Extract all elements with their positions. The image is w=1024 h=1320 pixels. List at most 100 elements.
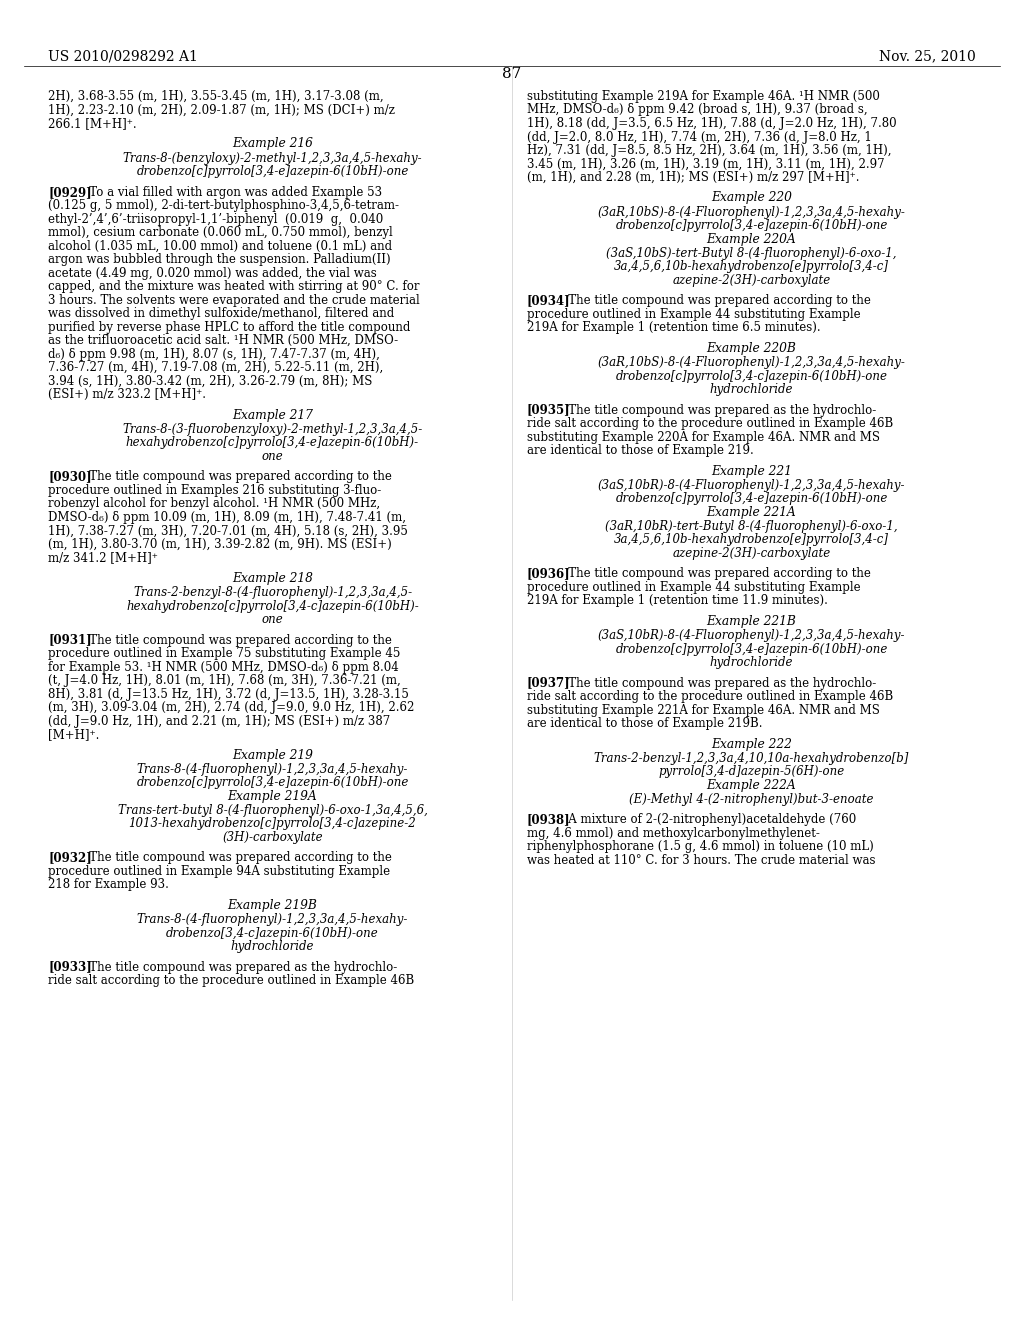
Text: The title compound was prepared according to the: The title compound was prepared accordin…	[78, 470, 391, 483]
Text: drobenzo[c]pyrrolo[3,4-e]azepin-6(10bH)-one: drobenzo[c]pyrrolo[3,4-e]azepin-6(10bH)-…	[136, 165, 409, 178]
Text: The title compound was prepared according to the: The title compound was prepared accordin…	[78, 634, 391, 647]
Text: The title compound was prepared as the hydrochlo-: The title compound was prepared as the h…	[557, 677, 876, 689]
Text: 3a,4,5,6,10b-hexahydrobenzo[e]pyrrolo[3,4-c]: 3a,4,5,6,10b-hexahydrobenzo[e]pyrrolo[3,…	[614, 533, 889, 546]
Text: riphenylphosphorane (1.5 g, 4.6 mmol) in toluene (10 mL): riphenylphosphorane (1.5 g, 4.6 mmol) in…	[527, 841, 873, 854]
Text: Example 221: Example 221	[711, 465, 792, 478]
Text: (t, J=4.0 Hz, 1H), 8.01 (m, 1H), 7.68 (m, 3H), 7.36-7.21 (m,: (t, J=4.0 Hz, 1H), 8.01 (m, 1H), 7.68 (m…	[48, 675, 400, 686]
Text: [0938]: [0938]	[527, 813, 570, 826]
Text: ride salt according to the procedure outlined in Example 46B: ride salt according to the procedure out…	[527, 417, 893, 430]
Text: (E)-Methyl 4-(2-nitrophenyl)but-3-enoate: (E)-Methyl 4-(2-nitrophenyl)but-3-enoate	[630, 793, 873, 807]
Text: one: one	[261, 612, 284, 626]
Text: Nov. 25, 2010: Nov. 25, 2010	[880, 49, 976, 63]
Text: hexahydrobenzo[c]pyrrolo[3,4-e]azepin-6(10bH)-: hexahydrobenzo[c]pyrrolo[3,4-e]azepin-6(…	[126, 437, 419, 449]
Text: Example 217: Example 217	[232, 409, 313, 421]
Text: Example 219: Example 219	[232, 748, 313, 762]
Text: ride salt according to the procedure outlined in Example 46B: ride salt according to the procedure out…	[527, 690, 893, 704]
Text: The title compound was prepared as the hydrochlo-: The title compound was prepared as the h…	[78, 961, 397, 974]
Text: Trans-8-(4-fluorophenyl)-1,2,3,3a,4,5-hexahy-: Trans-8-(4-fluorophenyl)-1,2,3,3a,4,5-he…	[137, 763, 409, 776]
Text: (m, 1H), and 2.28 (m, 1H); MS (ESI+) m/z 297 [M+H]⁺.: (m, 1H), and 2.28 (m, 1H); MS (ESI+) m/z…	[527, 172, 859, 183]
Text: Example 222A: Example 222A	[707, 779, 797, 792]
Text: (3aS,10bR)-8-(4-Fluorophenyl)-1,2,3,3a,4,5-hexahy-: (3aS,10bR)-8-(4-Fluorophenyl)-1,2,3,3a,4…	[598, 630, 905, 642]
Text: MHz, DMSO-d₆) δ ppm 9.42 (broad s, 1H), 9.37 (broad s,: MHz, DMSO-d₆) δ ppm 9.42 (broad s, 1H), …	[527, 103, 867, 116]
Text: 266.1 [M+H]⁺.: 266.1 [M+H]⁺.	[48, 117, 136, 129]
Text: The title compound was prepared as the hydrochlo-: The title compound was prepared as the h…	[557, 404, 876, 417]
Text: procedure outlined in Example 94A substituting Example: procedure outlined in Example 94A substi…	[48, 865, 390, 878]
Text: 1013-hexahydrobenzo[c]pyrrolo[3,4-c]azepine-2: 1013-hexahydrobenzo[c]pyrrolo[3,4-c]azep…	[129, 817, 417, 830]
Text: 8H), 3.81 (d, J=13.5 Hz, 1H), 3.72 (d, J=13.5, 1H), 3.28-3.15: 8H), 3.81 (d, J=13.5 Hz, 1H), 3.72 (d, J…	[48, 688, 409, 701]
Text: substituting Example 220A for Example 46A. NMR and MS: substituting Example 220A for Example 46…	[527, 430, 880, 444]
Text: Example 221A: Example 221A	[707, 506, 797, 519]
Text: mg, 4.6 mmol) and methoxylcarbonylmethylenet-: mg, 4.6 mmol) and methoxylcarbonylmethyl…	[527, 826, 820, 840]
Text: The title compound was prepared according to the: The title compound was prepared accordin…	[78, 851, 391, 865]
Text: was heated at 110° C. for 3 hours. The crude material was: was heated at 110° C. for 3 hours. The c…	[527, 854, 876, 867]
Text: [0932]: [0932]	[48, 851, 92, 865]
Text: 1H), 7.38-7.27 (m, 3H), 7.20-7.01 (m, 4H), 5.18 (s, 2H), 3.95: 1H), 7.38-7.27 (m, 3H), 7.20-7.01 (m, 4H…	[48, 524, 408, 537]
Text: capped, and the mixture was heated with stirring at 90° C. for: capped, and the mixture was heated with …	[48, 280, 420, 293]
Text: Example 220: Example 220	[711, 191, 792, 205]
Text: Example 220A: Example 220A	[707, 232, 797, 246]
Text: as the trifluoroacetic acid salt. ¹H NMR (500 MHz, DMSO-: as the trifluoroacetic acid salt. ¹H NMR…	[48, 334, 398, 347]
Text: 87: 87	[503, 67, 521, 81]
Text: Trans-8-(benzyloxy)-2-methyl-1,2,3,3a,4,5-hexahy-: Trans-8-(benzyloxy)-2-methyl-1,2,3,3a,4,…	[123, 152, 422, 165]
Text: one: one	[261, 450, 284, 463]
Text: ride salt according to the procedure outlined in Example 46B: ride salt according to the procedure out…	[48, 974, 415, 987]
Text: (dd, J=2.0, 8.0 Hz, 1H), 7.74 (m, 2H), 7.36 (d, J=8.0 Hz, 1: (dd, J=2.0, 8.0 Hz, 1H), 7.74 (m, 2H), 7…	[527, 131, 871, 144]
Text: [0936]: [0936]	[527, 568, 570, 581]
Text: Example 216: Example 216	[232, 137, 313, 150]
Text: substituting Example 221A for Example 46A. NMR and MS: substituting Example 221A for Example 46…	[527, 704, 880, 717]
Text: Example 221B: Example 221B	[707, 615, 797, 628]
Text: (0.125 g, 5 mmol), 2-di-tert-butylphosphino-3,4,5,6-tetram-: (0.125 g, 5 mmol), 2-di-tert-butylphosph…	[48, 199, 399, 213]
Text: hexahydrobenzo[c]pyrrolo[3,4-c]azepin-6(10bH)-: hexahydrobenzo[c]pyrrolo[3,4-c]azepin-6(…	[126, 599, 419, 612]
Text: [0937]: [0937]	[527, 677, 570, 689]
Text: m/z 341.2 [M+H]⁺: m/z 341.2 [M+H]⁺	[48, 552, 158, 565]
Text: [M+H]⁺.: [M+H]⁺.	[48, 729, 99, 741]
Text: US 2010/0298292 A1: US 2010/0298292 A1	[48, 49, 198, 63]
Text: 3.45 (m, 1H), 3.26 (m, 1H), 3.19 (m, 1H), 3.11 (m, 1H), 2.97: 3.45 (m, 1H), 3.26 (m, 1H), 3.19 (m, 1H)…	[527, 157, 885, 170]
Text: azepine-2(3H)-carboxylate: azepine-2(3H)-carboxylate	[673, 546, 830, 560]
Text: robenzyl alcohol for benzyl alcohol. ¹H NMR (500 MHz,: robenzyl alcohol for benzyl alcohol. ¹H …	[48, 498, 380, 511]
Text: (3aR,10bR)-tert-Butyl 8-(4-fluorophenyl)-6-oxo-1,: (3aR,10bR)-tert-Butyl 8-(4-fluorophenyl)…	[605, 520, 898, 533]
Text: Example 219B: Example 219B	[227, 899, 317, 912]
Text: 2H), 3.68-3.55 (m, 1H), 3.55-3.45 (m, 1H), 3.17-3.08 (m,: 2H), 3.68-3.55 (m, 1H), 3.55-3.45 (m, 1H…	[48, 90, 384, 103]
Text: 3.94 (s, 1H), 3.80-3.42 (m, 2H), 3.26-2.79 (m, 8H); MS: 3.94 (s, 1H), 3.80-3.42 (m, 2H), 3.26-2.…	[48, 375, 373, 388]
Text: Example 222: Example 222	[711, 738, 792, 751]
Text: substituting Example 219A for Example 46A. ¹H NMR (500: substituting Example 219A for Example 46…	[527, 90, 880, 103]
Text: [0934]: [0934]	[527, 294, 570, 308]
Text: 219A for Example 1 (retention time 11.9 minutes).: 219A for Example 1 (retention time 11.9 …	[527, 594, 827, 607]
Text: 219A for Example 1 (retention time 6.5 minutes).: 219A for Example 1 (retention time 6.5 m…	[527, 321, 820, 334]
Text: are identical to those of Example 219.: are identical to those of Example 219.	[527, 444, 754, 457]
Text: hydrochloride: hydrochloride	[710, 383, 794, 396]
Text: Trans-8-(3-fluorobenzyloxy)-2-methyl-1,2,3,3a,4,5-: Trans-8-(3-fluorobenzyloxy)-2-methyl-1,2…	[123, 422, 423, 436]
Text: Example 219A: Example 219A	[227, 789, 317, 803]
Text: Trans-tert-butyl 8-(4-fluorophenyl)-6-oxo-1,3a,4,5,6,: Trans-tert-butyl 8-(4-fluorophenyl)-6-ox…	[118, 804, 427, 817]
Text: was dissolved in dimethyl sulfoxide/methanol, filtered and: was dissolved in dimethyl sulfoxide/meth…	[48, 308, 394, 321]
Text: alcohol (1.035 mL, 10.00 mmol) and toluene (0.1 mL) and: alcohol (1.035 mL, 10.00 mmol) and tolue…	[48, 240, 392, 252]
Text: The title compound was prepared according to the: The title compound was prepared accordin…	[557, 568, 870, 581]
Text: The title compound was prepared according to the: The title compound was prepared accordin…	[557, 294, 870, 308]
Text: [0933]: [0933]	[48, 961, 92, 974]
Text: azepine-2(3H)-carboxylate: azepine-2(3H)-carboxylate	[673, 273, 830, 286]
Text: d₆) δ ppm 9.98 (m, 1H), 8.07 (s, 1H), 7.47-7.37 (m, 4H),: d₆) δ ppm 9.98 (m, 1H), 8.07 (s, 1H), 7.…	[48, 347, 380, 360]
Text: [0930]: [0930]	[48, 470, 91, 483]
Text: (dd, J=9.0 Hz, 1H), and 2.21 (m, 1H); MS (ESI+) m/z 387: (dd, J=9.0 Hz, 1H), and 2.21 (m, 1H); MS…	[48, 714, 390, 727]
Text: drobenzo[c]pyrrolo[3,4-e]azepin-6(10bH)-one: drobenzo[c]pyrrolo[3,4-e]azepin-6(10bH)-…	[615, 492, 888, 506]
Text: 3 hours. The solvents were evaporated and the crude material: 3 hours. The solvents were evaporated an…	[48, 293, 420, 306]
Text: hydrochloride: hydrochloride	[230, 940, 314, 953]
Text: To a vial filled with argon was added Example 53: To a vial filled with argon was added Ex…	[78, 186, 382, 199]
Text: [0929]: [0929]	[48, 186, 91, 199]
Text: Example 218: Example 218	[232, 572, 313, 585]
Text: (3aS,10bR)-8-(4-Fluorophenyl)-1,2,3,3a,4,5-hexahy-: (3aS,10bR)-8-(4-Fluorophenyl)-1,2,3,3a,4…	[598, 479, 905, 492]
Text: 7.36-7.27 (m, 4H), 7.19-7.08 (m, 2H), 5.22-5.11 (m, 2H),: 7.36-7.27 (m, 4H), 7.19-7.08 (m, 2H), 5.…	[48, 362, 383, 374]
Text: 3a,4,5,6,10b-hexahydrobenzo[e]pyrrolo[3,4-c]: 3a,4,5,6,10b-hexahydrobenzo[e]pyrrolo[3,…	[614, 260, 889, 273]
Text: purified by reverse phase HPLC to afford the title compound: purified by reverse phase HPLC to afford…	[48, 321, 411, 334]
Text: (m, 1H), 3.80-3.70 (m, 1H), 3.39-2.82 (m, 9H). MS (ESI+): (m, 1H), 3.80-3.70 (m, 1H), 3.39-2.82 (m…	[48, 537, 392, 550]
Text: procedure outlined in Examples 216 substituting 3-fluo-: procedure outlined in Examples 216 subst…	[48, 484, 381, 496]
Text: procedure outlined in Example 44 substituting Example: procedure outlined in Example 44 substit…	[527, 581, 860, 594]
Text: for Example 53. ¹H NMR (500 MHz, DMSO-d₆) δ ppm 8.04: for Example 53. ¹H NMR (500 MHz, DMSO-d₆…	[48, 660, 398, 673]
Text: (3aS,10bS)-tert-Butyl 8-(4-fluorophenyl)-6-oxo-1,: (3aS,10bS)-tert-Butyl 8-(4-fluorophenyl)…	[606, 247, 897, 260]
Text: A mixture of 2-(2-nitrophenyl)acetaldehyde (760: A mixture of 2-(2-nitrophenyl)acetaldehy…	[557, 813, 856, 826]
Text: mmol), cesium carbonate (0.060 mL, 0.750 mmol), benzyl: mmol), cesium carbonate (0.060 mL, 0.750…	[48, 226, 393, 239]
Text: Example 220B: Example 220B	[707, 342, 797, 355]
Text: pyrrolo[3,4-d]azepin-5(6H)-one: pyrrolo[3,4-d]azepin-5(6H)-one	[658, 766, 845, 779]
Text: Trans-2-benzyl-8-(4-fluorophenyl)-1,2,3,3a,4,5-: Trans-2-benzyl-8-(4-fluorophenyl)-1,2,3,…	[133, 586, 412, 599]
